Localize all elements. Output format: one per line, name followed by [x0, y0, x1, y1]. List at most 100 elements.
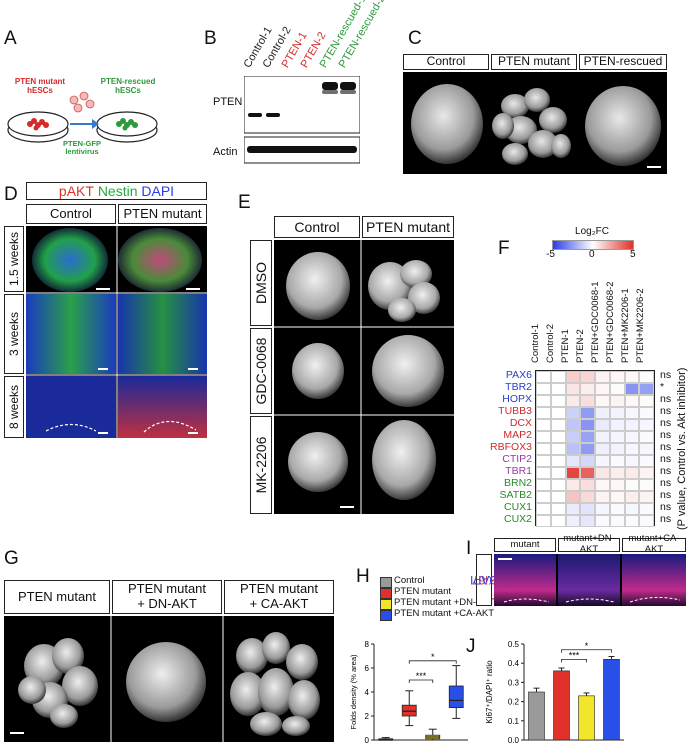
heatmap-cell — [565, 503, 581, 515]
heatmap-cell — [624, 419, 640, 431]
heatmap-cell — [536, 503, 551, 515]
heatmap-cell — [624, 383, 640, 395]
stain-pakt: pAKT — [58, 182, 94, 199]
heatmap-cell — [565, 467, 581, 479]
y-tick-label: 0.3 — [508, 678, 520, 687]
panel-label-e: E — [238, 192, 251, 213]
heatmap-cell — [609, 371, 625, 383]
heatmap-cell — [609, 503, 625, 515]
y-tick-label: 0.2 — [508, 698, 520, 707]
heatmap-cell — [624, 431, 640, 443]
panel-label-g: G — [4, 548, 19, 569]
heatmap-cell — [550, 455, 566, 467]
bar-4 — [603, 659, 620, 741]
heatmap-cell — [565, 419, 581, 431]
panel-e-organoid-images — [274, 240, 454, 514]
panel-label-d: D — [4, 184, 18, 205]
heatmap-cell — [639, 479, 654, 491]
heatmap-cell — [565, 371, 581, 383]
panel-i-header-ca-akt: mutant+CA-AKT — [622, 533, 686, 555]
panel-f-legend-title: Log₂FC — [575, 226, 609, 237]
heatmap-cell — [580, 455, 595, 467]
heatmap-column-label: PTEN-1 — [560, 329, 571, 363]
heatmap-cell — [536, 479, 551, 491]
panel-e-row-dmso: DMSO — [250, 240, 272, 326]
heatmap-cell — [639, 371, 654, 383]
box-4 — [448, 685, 464, 709]
panel-label-j: J — [466, 636, 476, 657]
panel-i-ki67-images — [494, 554, 686, 606]
heatmap-cell — [609, 491, 625, 503]
panel-e-row-mk2206: MK-2206 — [250, 416, 272, 514]
heatmap-cell — [536, 443, 551, 455]
heatmap-cell — [624, 467, 640, 479]
heatmap-row-label: TBR1 — [505, 465, 532, 477]
significance-label: *** — [569, 650, 580, 660]
heatmap-cell — [595, 395, 610, 407]
panel-f-tick-min: -5 — [546, 249, 555, 260]
y-tick-label: 8 — [365, 640, 370, 649]
heatmap-cell — [624, 455, 640, 467]
heatmap-column-label: PTEN-2 — [575, 329, 586, 363]
heatmap-cell — [624, 491, 640, 503]
heatmap-significance: ns — [660, 477, 672, 489]
heatmap-cell — [639, 407, 654, 419]
heatmap-cell — [609, 395, 625, 407]
panel-b-row-pten: PTEN — [213, 96, 243, 108]
heatmap-significance: ns — [660, 501, 672, 513]
heatmap-cell — [550, 491, 566, 503]
heatmap-column-label: PTEN+MK2206-1 — [620, 288, 631, 363]
heatmap-cell — [565, 407, 581, 419]
heatmap-cell — [595, 431, 610, 443]
panel-g-header-pten-mutant: PTEN mutant — [4, 580, 110, 614]
panel-f-side-label: (P value, Control vs. Akt inhibitor) — [676, 367, 688, 530]
heatmap-significance: ns — [660, 513, 672, 525]
heatmap-cell — [580, 491, 595, 503]
panel-label-a: A — [4, 28, 17, 49]
heatmap-row-label: BRN2 — [503, 477, 532, 489]
heatmap-cell — [609, 515, 625, 527]
legend-label: PTEN mutant +CA-AKT — [394, 608, 495, 619]
panel-g-header-ca-akt: PTEN mutant + CA-AKT — [224, 580, 334, 614]
panel-i-header-dn-akt: mutant+DN-AKT — [558, 533, 620, 555]
y-axis-label: Ki67⁺/DAPI⁺ ratio — [485, 660, 494, 724]
heatmap-row-label: TBR2 — [505, 381, 532, 393]
heatmap-cell — [609, 479, 625, 491]
heatmap-cell — [550, 479, 566, 491]
bar-2 — [553, 670, 570, 741]
heatmap-cell — [565, 479, 581, 491]
panel-i-header-mutant: mutant — [494, 538, 556, 552]
heatmap-cell — [536, 515, 551, 527]
heatmap-row-label: CUX1 — [503, 501, 532, 513]
heatmap-cell — [595, 479, 610, 491]
panel-c-header-pten-mutant: PTEN mutant — [491, 54, 577, 70]
heatmap-cell — [536, 395, 551, 407]
heatmap-cell — [565, 395, 581, 407]
significance-label: *** — [416, 671, 427, 681]
heatmap-column-label: PTEN+MK2206-2 — [635, 288, 646, 363]
y-tick-label: 6 — [365, 664, 370, 673]
heatmap-cell — [609, 383, 625, 395]
stain-nestin: Nestin — [97, 182, 138, 199]
bar-1 — [528, 691, 545, 741]
panel-a-right-label: PTEN-rescued hESCs — [100, 77, 156, 95]
panel-label-h: H — [356, 566, 370, 587]
heatmap-column-label: Control-2 — [545, 323, 556, 363]
heatmap-cell — [639, 383, 654, 395]
heatmap-cell — [565, 455, 581, 467]
heatmap-cell — [624, 503, 640, 515]
heatmap-cell — [550, 407, 566, 419]
heatmap-cell — [639, 431, 654, 443]
heatmap-cell — [536, 431, 551, 443]
heatmap-column-label: PTEN+GDC0068-1 — [590, 281, 601, 363]
heatmap-cell — [609, 443, 625, 455]
heatmap-cell — [536, 407, 551, 419]
panel-f-tick-max: 5 — [630, 249, 636, 260]
heatmap-cell — [550, 395, 566, 407]
significance-label: * — [431, 652, 435, 662]
heatmap-significance: ns — [660, 393, 672, 405]
heatmap-significance: ns — [660, 417, 672, 429]
panel-g-header-dn-akt: PTEN mutant + DN-AKT — [112, 580, 222, 614]
panel-d-row-3-weeks: 3 weeks — [4, 294, 24, 374]
heatmap-cell — [609, 455, 625, 467]
